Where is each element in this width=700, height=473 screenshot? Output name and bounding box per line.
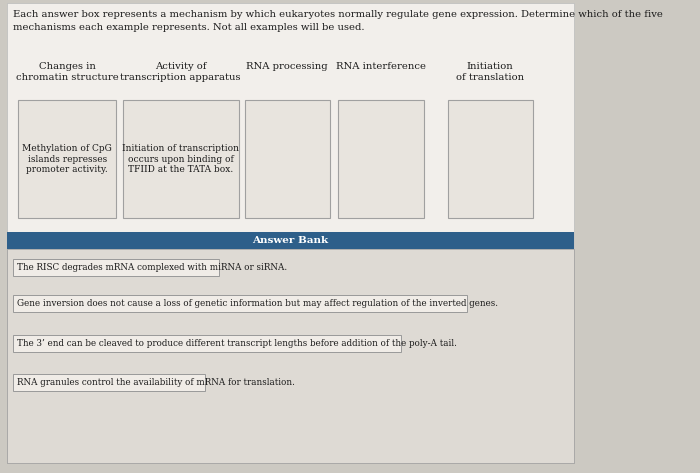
Bar bbox=[122, 100, 239, 218]
Text: Each answer box represents a mechanism by which eukaryotes normally regulate gen: Each answer box represents a mechanism b… bbox=[13, 10, 663, 32]
Text: chromatin structure: chromatin structure bbox=[16, 73, 118, 82]
Text: Initiation: Initiation bbox=[467, 62, 514, 71]
Text: RNA processing: RNA processing bbox=[246, 62, 328, 71]
Text: The 3’ end can be cleaved to produce different transcript lengths before additio: The 3’ end can be cleaved to produce dif… bbox=[17, 339, 456, 348]
Bar bbox=[447, 100, 533, 218]
Text: Activity of: Activity of bbox=[155, 62, 206, 71]
Text: Answer Bank: Answer Bank bbox=[252, 236, 328, 245]
Bar bbox=[13, 295, 468, 312]
Bar bbox=[13, 335, 401, 352]
Bar bbox=[6, 249, 573, 463]
Text: RNA granules control the availability of mRNA for translation.: RNA granules control the availability of… bbox=[17, 378, 295, 387]
Text: of translation: of translation bbox=[456, 73, 524, 82]
Bar bbox=[18, 100, 116, 218]
Text: The RISC degrades mRNA complexed with miRNA or siRNA.: The RISC degrades mRNA complexed with mi… bbox=[17, 263, 287, 272]
Bar bbox=[6, 232, 573, 249]
Text: Initiation of transcription
occurs upon binding of
TFIID at the TATA box.: Initiation of transcription occurs upon … bbox=[122, 144, 239, 174]
Text: Methylation of CpG
islands represses
promoter activity.: Methylation of CpG islands represses pro… bbox=[22, 144, 112, 174]
Text: RNA interference: RNA interference bbox=[336, 62, 426, 71]
Bar bbox=[338, 100, 423, 218]
Bar bbox=[13, 374, 204, 391]
Text: Changes in: Changes in bbox=[38, 62, 96, 71]
Bar bbox=[13, 259, 219, 276]
Text: transcription apparatus: transcription apparatus bbox=[120, 73, 241, 82]
Text: Gene inversion does not cause a loss of genetic information but may affect regul: Gene inversion does not cause a loss of … bbox=[17, 299, 498, 308]
Bar bbox=[244, 100, 330, 218]
